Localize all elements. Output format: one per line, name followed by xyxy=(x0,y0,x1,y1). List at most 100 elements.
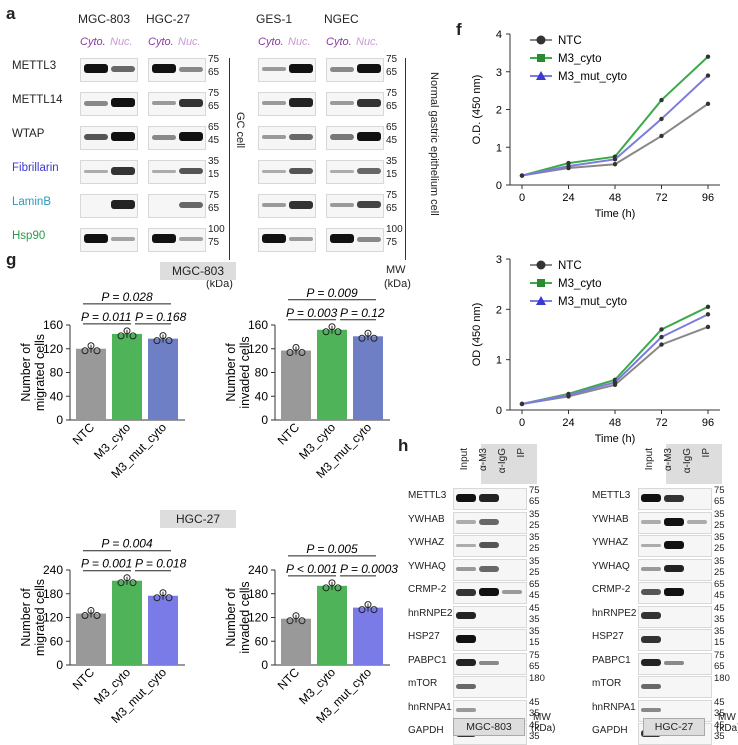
blot-strip xyxy=(258,92,316,116)
y-tick-label: 0 xyxy=(261,413,268,427)
blot-strip xyxy=(453,676,527,698)
mw-marker: 45 xyxy=(529,590,540,601)
blot-band xyxy=(152,101,176,106)
replicate-dot xyxy=(286,617,294,625)
blot-strip xyxy=(638,511,712,534)
blot-band xyxy=(330,169,354,174)
mw-marker: 65 xyxy=(386,101,398,112)
replicate-dot xyxy=(322,328,330,336)
blot-band xyxy=(456,635,476,643)
mw-marker: 75 xyxy=(208,237,220,248)
blot-band xyxy=(152,169,176,174)
mw-marker: 65 xyxy=(386,122,398,133)
replicate-dot xyxy=(123,327,131,335)
ip-header-box xyxy=(481,444,537,484)
legend-marker-square xyxy=(537,279,545,287)
blot-strip xyxy=(148,228,206,252)
legend-marker-circle xyxy=(536,35,546,45)
replicate-dot xyxy=(129,579,137,587)
blot-band xyxy=(641,635,661,643)
blot-band xyxy=(330,234,354,243)
y-axis-label-line1: Number of xyxy=(19,343,33,402)
protein-label: HSP27 xyxy=(408,631,440,642)
blot-strip xyxy=(326,228,384,252)
blot-band xyxy=(262,203,286,208)
blot-band xyxy=(262,234,286,243)
replicate-dot xyxy=(117,332,125,340)
mw-marker: 45 xyxy=(386,135,398,146)
fraction-label-nuc: Nuc. xyxy=(110,36,133,48)
mw-marker: 15 xyxy=(386,169,398,180)
blot-band xyxy=(289,64,313,73)
y-axis-label-line1: Number of xyxy=(19,588,33,647)
bar-ntc xyxy=(76,613,106,665)
legend-marker-triangle xyxy=(536,71,546,80)
y-tick-label: 80 xyxy=(50,366,64,380)
blot-strip xyxy=(258,58,316,82)
y-axis-label: O.D. (450 nm) xyxy=(471,75,483,145)
mw-marker: 75 xyxy=(714,649,725,661)
y-axis-label-line2: migrated cells xyxy=(33,334,47,411)
legend-marker-square xyxy=(537,54,545,62)
protein-label: CRMP-2 xyxy=(592,584,631,595)
data-point xyxy=(566,163,571,169)
protein-label: hnRNPE2 xyxy=(408,607,453,619)
data-point xyxy=(705,304,711,310)
blot-band xyxy=(111,98,135,107)
mw-marker: 35 xyxy=(208,156,220,167)
p-value: P = 0.018 xyxy=(135,557,187,571)
protein-label: mTOR xyxy=(592,678,622,689)
series-line-m3_cyto xyxy=(521,305,709,405)
mw-marker: 35 xyxy=(529,626,540,637)
mw-marker: 35 xyxy=(714,626,725,637)
lane-label: α-IgG xyxy=(497,448,508,474)
blot-strip xyxy=(326,126,384,150)
lane-label: IP xyxy=(516,448,527,458)
blot-strip xyxy=(148,160,206,184)
blot-strip xyxy=(258,160,316,184)
blot-band xyxy=(84,234,108,243)
blot-strip xyxy=(148,92,206,116)
y-axis-label-line2: invaded cells xyxy=(238,336,252,408)
bar-m3_cyto xyxy=(317,585,347,665)
y-tick-label: 40 xyxy=(50,389,64,403)
mw-unit: (kDa) xyxy=(716,723,738,734)
data-point xyxy=(705,324,711,330)
mw-marker: 100 xyxy=(386,224,403,235)
mw-marker: 35 xyxy=(714,707,725,719)
bar-m3_mut_cyto xyxy=(148,338,178,420)
legend-label: M3_mut_cyto xyxy=(558,71,627,83)
y-tick-label: 3 xyxy=(496,254,502,266)
mw-marker: 180 xyxy=(714,673,730,684)
mw-marker: 25 xyxy=(529,543,540,554)
panel-a-letter: a xyxy=(6,4,16,23)
y-axis-label-line2: invaded cells xyxy=(238,581,252,653)
blot-strip xyxy=(80,160,138,184)
x-tick-label: 24 xyxy=(562,192,574,204)
blot-band xyxy=(456,520,476,524)
protein-label: YWHAZ xyxy=(592,537,629,548)
blot-band xyxy=(262,67,286,72)
mw-marker: 65 xyxy=(529,496,540,507)
data-point xyxy=(519,173,525,178)
blot-strip xyxy=(453,535,527,557)
blot-band xyxy=(456,658,476,667)
blot-strip xyxy=(258,194,316,218)
blot-band xyxy=(456,588,476,596)
replicate-dot xyxy=(81,612,89,620)
mw-unit: (kDa) xyxy=(531,723,556,734)
y-tick-label: 1 xyxy=(496,355,502,367)
y-tick-label: 240 xyxy=(43,563,63,577)
blot-band xyxy=(664,517,684,526)
mw-marker: 75 xyxy=(386,54,398,65)
blot-band xyxy=(357,98,381,107)
blot-strip xyxy=(453,582,527,604)
legend-label: NTC xyxy=(558,35,582,47)
p-value: P = 0.028 xyxy=(101,290,153,304)
protein-label: PABPC1 xyxy=(408,654,447,666)
mw-marker: 25 xyxy=(714,543,725,554)
fraction-label-nuc: Nuc. xyxy=(288,36,311,48)
protein-label: GAPDH xyxy=(592,725,628,736)
blot-band xyxy=(357,236,381,242)
